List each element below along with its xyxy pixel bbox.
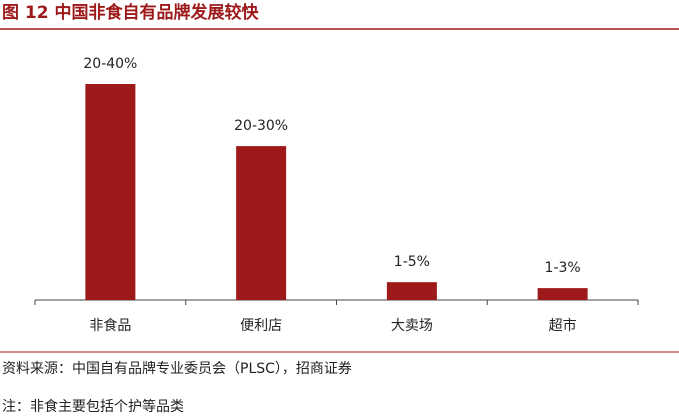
chart-title: 图 12 中国非食自有品牌发展较快 bbox=[2, 2, 259, 23]
value-label: 1-5% bbox=[394, 254, 430, 270]
footnote: 注：非食主要包括个护等品类 bbox=[2, 398, 184, 415]
x-tick-label: 便利店 bbox=[240, 318, 282, 334]
bar bbox=[386, 282, 437, 300]
value-label: 1-3% bbox=[545, 260, 581, 276]
source-note: 资料来源：中国自有品牌专业委员会（PLSC），招商证券 bbox=[2, 360, 352, 377]
x-tick-label: 非食品 bbox=[89, 317, 131, 334]
bar bbox=[537, 288, 588, 300]
bar bbox=[236, 146, 287, 300]
x-tick-label: 超市 bbox=[549, 317, 577, 334]
value-label: 20-40% bbox=[83, 56, 137, 72]
bar bbox=[85, 84, 136, 300]
value-label: 20-30% bbox=[234, 118, 288, 134]
x-tick-label: 大卖场 bbox=[391, 318, 433, 334]
